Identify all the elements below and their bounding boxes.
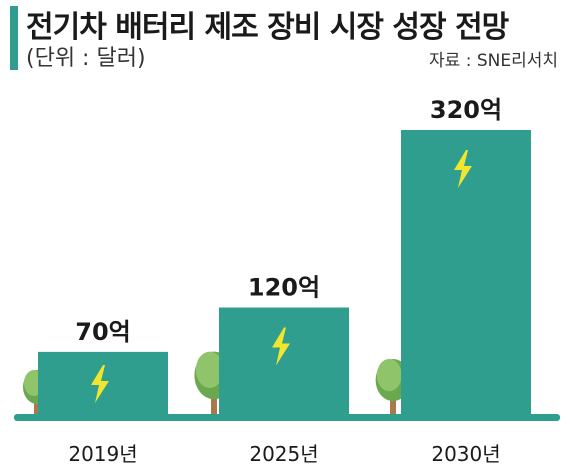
- bar: [401, 130, 531, 414]
- unit-label: (단위 : 달러): [26, 46, 146, 71]
- bar: [219, 307, 349, 414]
- lightning-icon: [454, 150, 472, 188]
- lightning-icon: [91, 364, 109, 403]
- value-label: 70억: [75, 318, 130, 346]
- title-accent-bar: [10, 6, 18, 70]
- category-label: 2030년: [431, 442, 500, 466]
- category-label: 2025년: [249, 442, 318, 466]
- lightning-icon: [272, 327, 290, 366]
- value-label: 320억: [430, 96, 502, 124]
- source-label: 자료 : SNE리서치: [429, 51, 558, 71]
- ground-line: [14, 414, 560, 421]
- value-label: 120억: [248, 274, 320, 302]
- category-label: 2019년: [68, 442, 137, 466]
- chart-title: 전기차 배터리 제조 장비 시장 성장 전망: [26, 10, 509, 45]
